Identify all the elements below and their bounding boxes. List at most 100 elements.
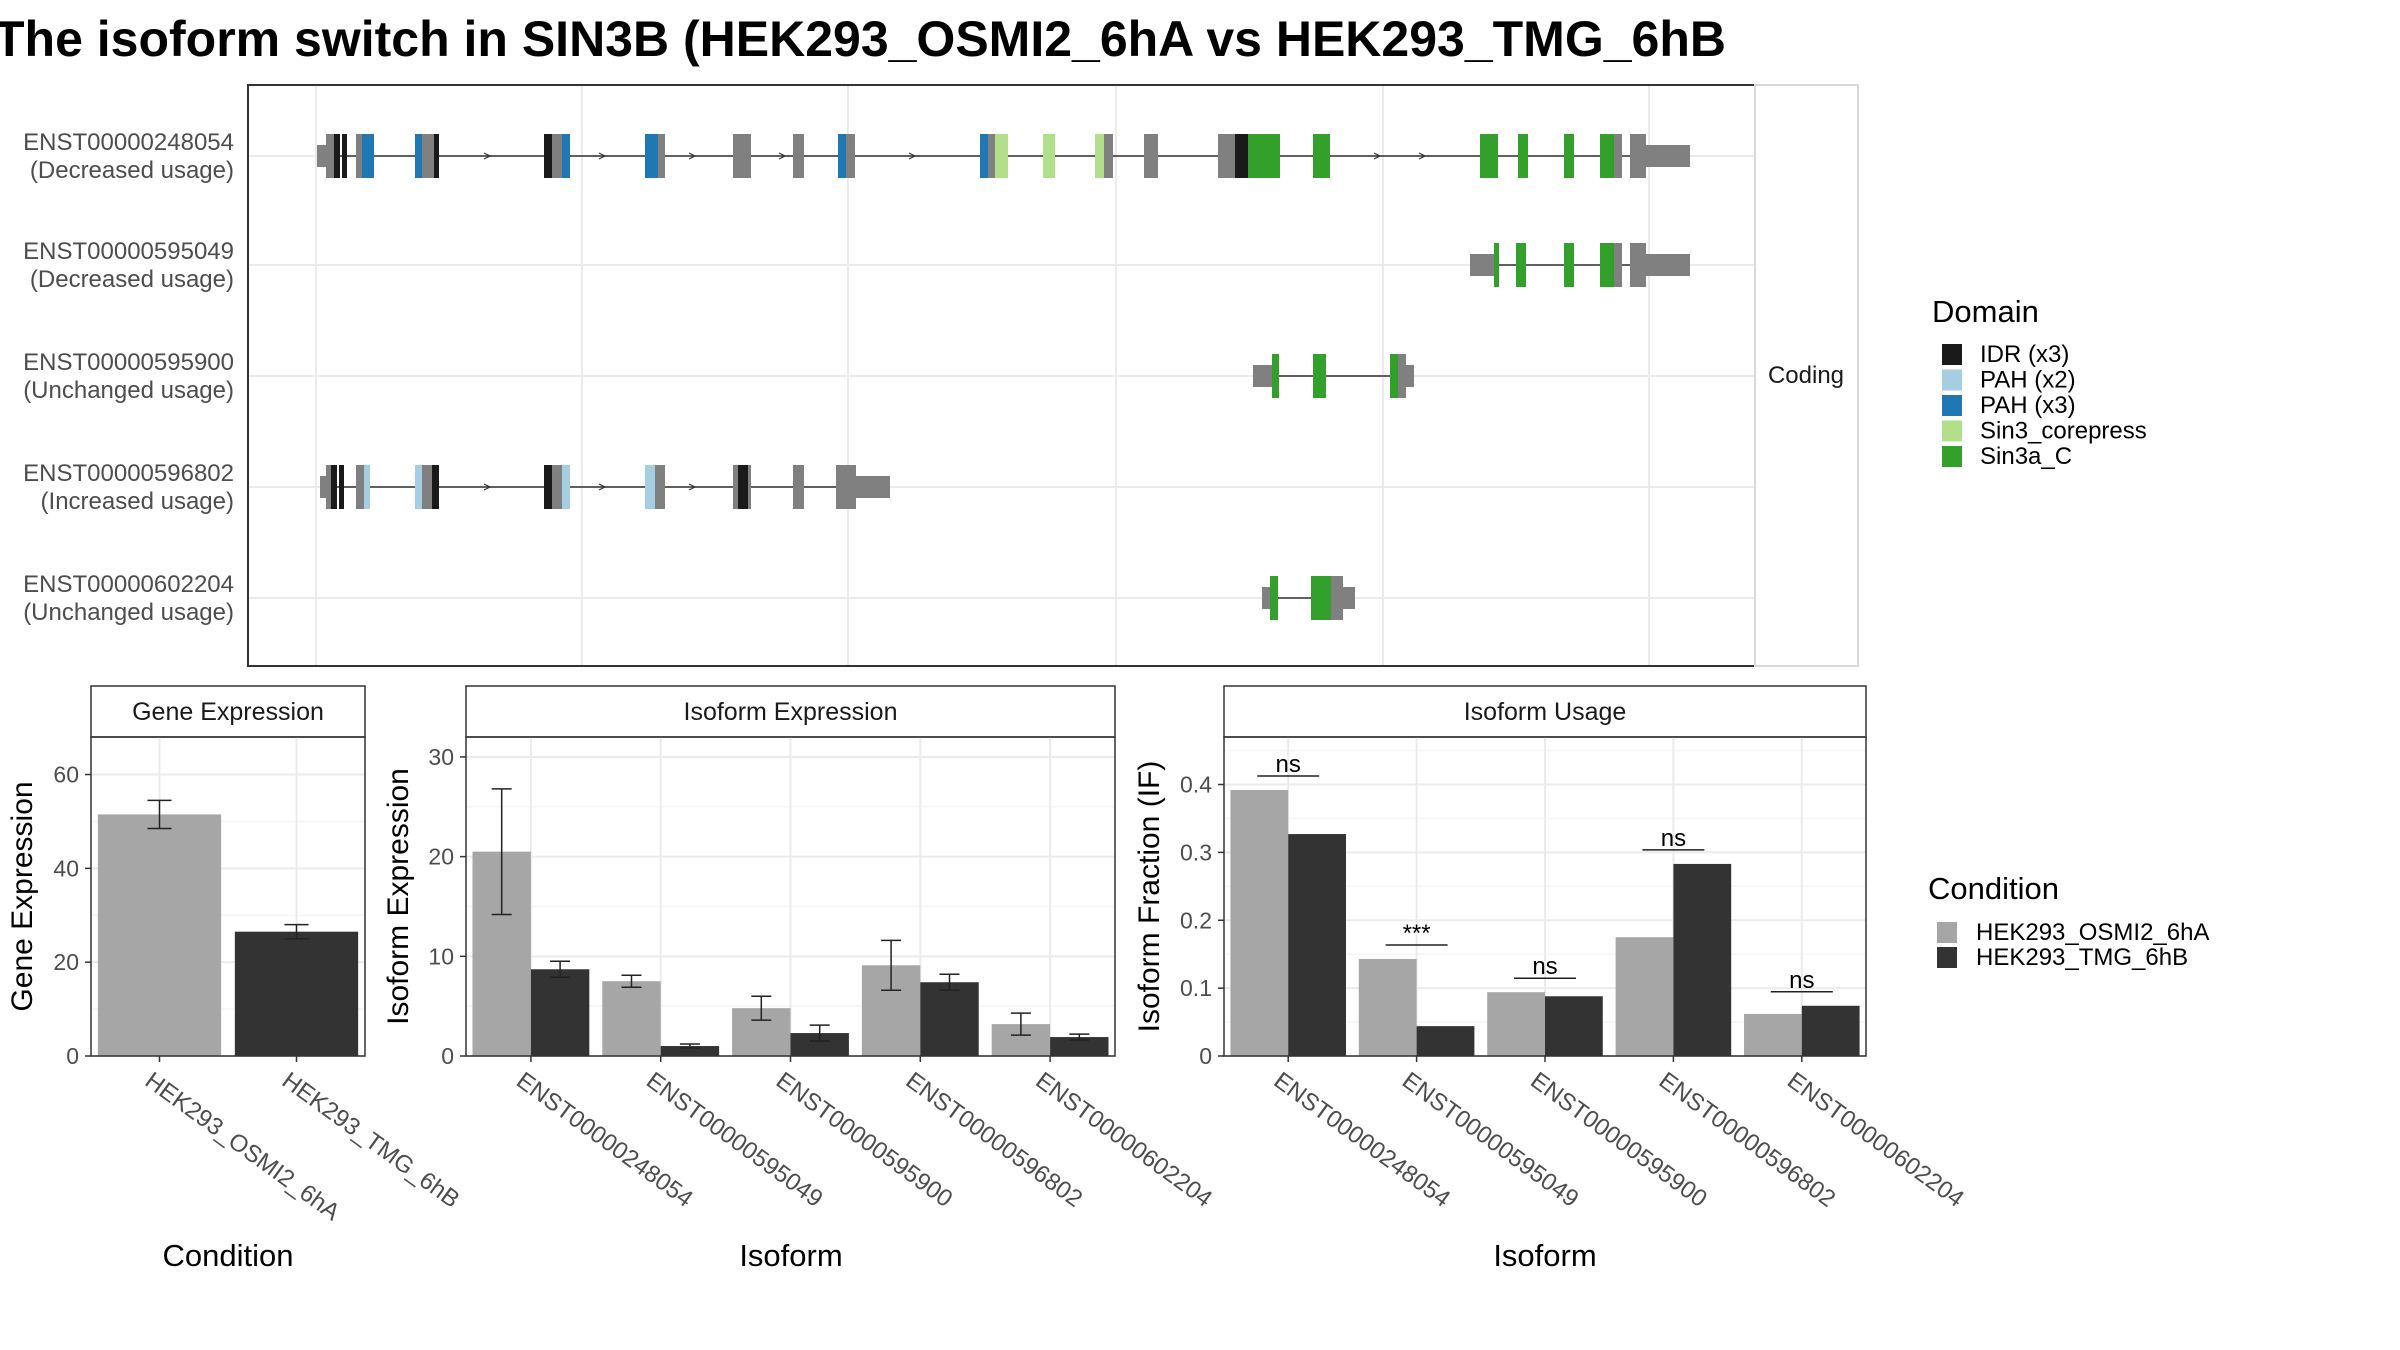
bar-HEK293_TMG_6hB-ENST00000595900	[1545, 996, 1603, 1056]
condition-legend-key	[1937, 922, 1957, 943]
exon-block	[1331, 576, 1343, 620]
y-axis-title: Gene Expression	[6, 781, 39, 1011]
intron-arrow	[1373, 152, 1382, 160]
y-tick-label: 0.4	[1180, 772, 1212, 798]
bar-panels: Gene Expression0204060HEK293_OSMI2_6hAHE…	[6, 685, 1969, 1273]
isoform-labels: ENST00000248054(Decreased usage)ENST0000…	[23, 129, 234, 626]
isoform-label-id: ENST00000602204	[23, 571, 234, 598]
panel-strip	[1223, 685, 1867, 738]
condition-legend-label: HEK293_TMG_6hB	[1976, 944, 2188, 971]
exon-block	[1630, 243, 1646, 287]
exon-block	[339, 465, 344, 509]
y-tick-label: 20	[428, 844, 454, 870]
exon-block	[1218, 134, 1235, 178]
exon-block	[544, 465, 552, 509]
y-tick-label: 40	[53, 855, 79, 881]
exon-block	[1272, 354, 1279, 398]
bar-HEK293_TMG_6hB-ENST00000248054	[530, 969, 590, 1056]
x-axis-title: Condition	[163, 1238, 294, 1273]
exon-block	[645, 465, 655, 509]
exon-block	[544, 134, 552, 178]
isoform-label-id: ENST00000248054	[23, 129, 234, 156]
exon-block	[748, 465, 751, 509]
exon-block	[1406, 365, 1414, 387]
exon-block	[1564, 243, 1574, 287]
domain-legend-items: IDR (x3)PAH (x2)PAH (x3)Sin3_corepressSi…	[1942, 341, 2147, 470]
panel-strip	[90, 685, 366, 738]
bar-panel-3: Isoform Usagens***nsnsns00.10.20.30.4ENS…	[1133, 685, 1969, 1273]
y-tick-label: 0	[441, 1043, 454, 1069]
exon-block	[1144, 134, 1158, 178]
exon-block	[988, 134, 995, 178]
exon-block	[793, 465, 804, 509]
intron-arrow	[598, 152, 607, 160]
isoform-track-3	[1253, 354, 1414, 398]
domain-legend-key	[1942, 369, 1962, 391]
significance-label: ns	[1789, 967, 1814, 994]
y-tick-label: 0.2	[1180, 907, 1212, 933]
bar-HEK293_TMG_6hB-ENST00000602204	[1050, 1037, 1109, 1056]
exon-block	[1614, 134, 1622, 178]
isoform-track-5	[1262, 576, 1355, 620]
exon-block	[1646, 145, 1690, 167]
exon-block	[562, 134, 570, 178]
exon-block	[552, 465, 562, 509]
intron-arrow	[598, 483, 607, 491]
coding-strip	[1754, 84, 1859, 667]
exon-block	[1313, 354, 1326, 398]
isoform-label-usage: (Increased usage)	[41, 488, 234, 515]
exon-block	[432, 465, 439, 509]
bar-HEK293_OSMI2_6hA-ENST00000248054	[1230, 789, 1289, 1056]
panel-title: Gene Expression	[132, 698, 324, 726]
exon-block	[1600, 134, 1614, 178]
y-tick-label: 60	[53, 762, 79, 788]
domain-legend-title: Domain	[1932, 294, 2039, 329]
y-tick-label: 0.3	[1180, 839, 1212, 865]
isoform-label-id: ENST00000595900	[23, 349, 234, 376]
significance-label: ns	[1276, 751, 1301, 778]
exon-block	[552, 134, 562, 178]
exon-block	[846, 134, 855, 178]
exon-block	[645, 134, 658, 178]
exon-block	[562, 465, 570, 509]
domain-legend-key	[1942, 420, 1962, 442]
bar-HEK293_TMG_6hB	[234, 931, 359, 1056]
exon-block	[320, 476, 326, 498]
exon-block	[342, 134, 347, 178]
panel-border	[90, 736, 366, 1057]
domain-legend-label: PAH (x2)	[1980, 367, 2076, 394]
condition-legend-key	[1937, 947, 1957, 968]
isoform-track-4	[320, 465, 890, 509]
figure-title: The isoform switch in SIN3B (HEK293_OSMI…	[0, 11, 1726, 67]
exon-block	[793, 134, 804, 178]
exon-block	[1600, 243, 1614, 287]
panel-title: Isoform Expression	[684, 698, 898, 726]
exon-block	[331, 465, 337, 509]
bar-HEK293_OSMI2_6hA-ENST00000595900	[1487, 992, 1545, 1056]
exon-block	[995, 134, 1008, 178]
domain-legend-key	[1942, 446, 1962, 467]
isoform-label-id: ENST00000596802	[23, 460, 234, 487]
domain-legend-label: Sin3a_C	[1980, 443, 2072, 470]
bar-HEK293_OSMI2_6hA-ENST00000602204	[1744, 1013, 1802, 1056]
bar-HEK293_OSMI2_6hA-ENST00000595049	[602, 981, 661, 1056]
exon-block	[1253, 365, 1272, 387]
domain-legend: Domain IDR (x3)PAH (x2)PAH (x3)Sin3_core…	[1932, 294, 2147, 470]
bar-HEK293_TMG_6hB-ENST00000595049	[660, 1046, 720, 1056]
exon-block	[434, 134, 439, 178]
exon-block	[655, 465, 665, 509]
exon-block	[364, 465, 370, 509]
domain-legend-key	[1942, 395, 1962, 416]
structure-tracks	[317, 134, 1690, 620]
domain-legend-label: PAH (x3)	[1980, 392, 2076, 419]
intron-arrow	[483, 483, 492, 491]
exon-block	[1262, 587, 1270, 609]
exon-block	[1480, 134, 1498, 178]
condition-legend-title: Condition	[1928, 871, 2059, 906]
bar-HEK293_TMG_6hB-ENST00000596802	[1673, 863, 1732, 1056]
panel-title: Isoform Usage	[1464, 698, 1627, 726]
exon-block	[838, 134, 846, 178]
isoform-label-id: ENST00000595049	[23, 238, 234, 265]
